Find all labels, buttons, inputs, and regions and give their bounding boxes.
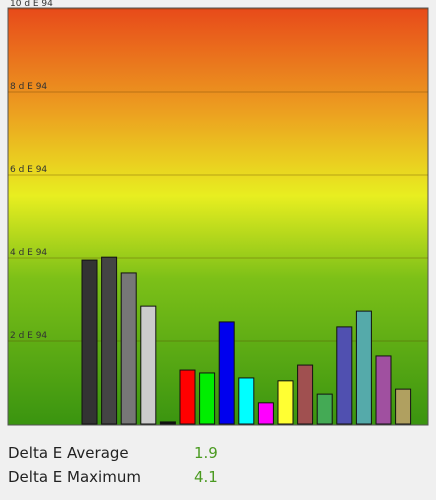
bar: [101, 256, 118, 425]
bar: [81, 259, 98, 425]
stat-label: Delta E Average: [8, 444, 129, 462]
bar: [375, 355, 392, 425]
bar: [336, 326, 353, 425]
stat-row: Delta E Average 1.9: [8, 444, 218, 468]
y-tick-label: 2 d E 94: [10, 331, 47, 341]
stat-value: 4.1: [194, 468, 218, 486]
bar: [316, 393, 333, 425]
stat-row: Delta E Maximum 4.1: [8, 468, 218, 492]
bar: [257, 402, 274, 425]
bar: [218, 321, 235, 425]
bar: [199, 372, 216, 425]
y-tick-label: 8 d E 94: [10, 82, 47, 92]
bar: [120, 272, 137, 425]
bar: [238, 377, 255, 425]
bar: [297, 364, 314, 425]
bar: [140, 305, 157, 425]
stat-value: 1.9: [194, 444, 218, 462]
stat-label: Delta E Maximum: [8, 468, 141, 486]
y-tick-label: 4 d E 94: [10, 248, 47, 258]
chart: 2 d E 94 4 d E 94 6 d E 94 8 d E 94 10 d E 9…: [7, 0, 429, 426]
y-tick-label: 6 d E 94: [10, 165, 47, 175]
bar: [179, 369, 196, 425]
bar: [355, 310, 372, 425]
stats: Delta E Average 1.9 Delta E Maximum 4.1: [8, 444, 218, 492]
bar: [159, 421, 176, 425]
y-tick-label: 10 d E 94: [10, 0, 53, 9]
bar: [277, 380, 294, 425]
bar: [395, 388, 412, 425]
